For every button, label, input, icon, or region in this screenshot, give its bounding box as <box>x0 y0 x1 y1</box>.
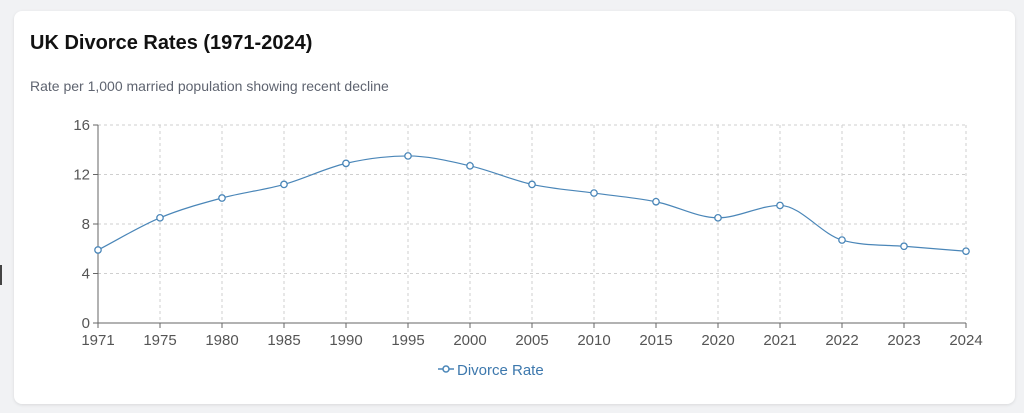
data-point <box>404 152 412 160</box>
x-tick-label: 1995 <box>391 332 424 349</box>
x-tick-label: 2015 <box>639 332 672 349</box>
x-tick-label: 2022 <box>825 332 858 349</box>
x-tick-label: 2005 <box>515 332 548 349</box>
line-chart: 0 4 8 12 16 1971 1975 1980 1985 1990 1995 2000 2005… <box>73 117 982 379</box>
data-point <box>156 213 164 222</box>
data-point <box>776 201 784 210</box>
data-point <box>94 246 102 254</box>
data-point <box>900 242 908 251</box>
x-tick-label: 1980 <box>205 332 238 349</box>
chart-subtitle: Rate per 1,000 married population showin… <box>30 78 389 94</box>
data-point <box>714 213 722 222</box>
x-tick-label: 1971 <box>81 332 114 349</box>
data-point <box>342 159 350 168</box>
x-tick-labels: 1971 1975 1980 1985 1990 1995 2000 2005 2010 2015… <box>81 332 982 349</box>
y-tick-labels: 0 4 8 12 16 <box>73 117 90 332</box>
legend-marker <box>442 365 450 373</box>
data-point <box>280 180 288 189</box>
x-tick-label: 1985 <box>267 332 300 349</box>
data-point <box>652 197 660 206</box>
grid-lines <box>97 124 967 323</box>
data-point <box>590 189 598 197</box>
x-tick-label: 1975 <box>143 332 176 349</box>
x-tick-label: 2020 <box>701 332 734 349</box>
y-tick-label: 12 <box>73 167 90 184</box>
chart-card: UK Divorce Rates (1971-2024) Rate per 1,… <box>14 11 1015 404</box>
chart-title: UK Divorce Rates (1971-2024) <box>30 32 313 54</box>
x-tick-label: 1990 <box>329 332 362 349</box>
x-tick-label: 2010 <box>577 332 610 349</box>
x-tick-label: 2024 <box>949 332 982 349</box>
y-tick-label: 16 <box>73 117 90 134</box>
y-tick-label: 8 <box>82 216 90 233</box>
data-point <box>962 247 970 256</box>
x-tick-label: 2021 <box>763 332 796 349</box>
data-point <box>528 180 536 189</box>
data-point <box>838 236 846 244</box>
legend-label: Divorce Rate <box>457 362 544 379</box>
data-point <box>218 194 226 202</box>
y-tick-label: 4 <box>82 266 90 283</box>
x-tick-label: 2023 <box>887 332 920 349</box>
x-tick-label: 2000 <box>453 332 486 349</box>
data-points <box>94 152 970 256</box>
legend[interactable]: Divorce Rate <box>438 362 544 379</box>
data-point <box>466 161 474 170</box>
window-edge-marker <box>0 265 2 285</box>
y-tick-label: 0 <box>82 315 90 332</box>
axes <box>93 124 967 328</box>
